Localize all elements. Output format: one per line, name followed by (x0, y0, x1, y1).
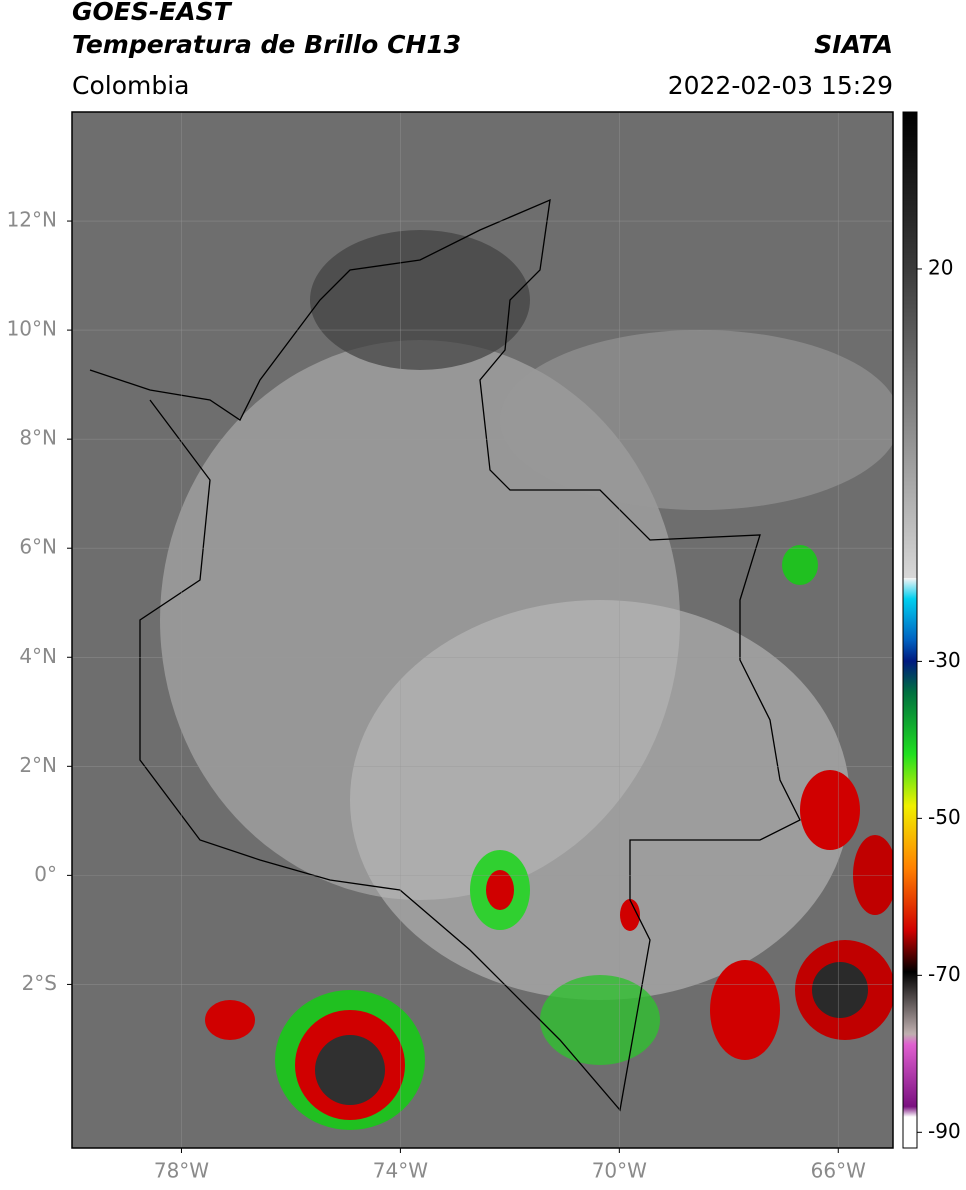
timestamp: 2022-02-03 15:29 (668, 71, 893, 100)
storm (486, 870, 514, 910)
region: Colombia (72, 71, 189, 100)
map-frame (71, 111, 894, 1149)
x-tick-label: 74°W (373, 1159, 428, 1183)
x-tick-label: 66°W (811, 1159, 866, 1183)
storm (782, 545, 818, 585)
cloud-field (500, 330, 893, 510)
storm (710, 960, 780, 1060)
colorbar (902, 111, 918, 1149)
colorbar-tick-label: 20 (928, 255, 953, 279)
satellite-title: GOES-EAST (72, 0, 233, 26)
storm (812, 962, 868, 1018)
storm (620, 899, 640, 931)
y-tick-label: 12°N (7, 208, 57, 232)
warm-area (310, 230, 530, 370)
y-tick-label: 2°S (22, 971, 57, 995)
x-tick-label: 78°W (154, 1159, 209, 1183)
y-tick-label: 4°N (19, 644, 57, 668)
storm (315, 1035, 385, 1105)
y-tick-label: 2°N (19, 753, 57, 777)
colorbar-tick-label: -50 (928, 805, 961, 829)
storm (540, 975, 660, 1065)
border (89, 198, 801, 1112)
cloud-field (350, 600, 850, 1000)
product-title: Temperatura de Brillo CH13 (72, 30, 461, 59)
colorbar-tick-label: -70 (928, 962, 961, 986)
y-tick-label: 10°N (7, 317, 57, 341)
colorbar-tick-label: -30 (928, 648, 961, 672)
source: SIATA (814, 30, 893, 59)
map-imagery (72, 112, 893, 1148)
grid (67, 112, 893, 1153)
colorbar-tick-label: -90 (928, 1119, 961, 1143)
y-tick-label: 0° (34, 862, 57, 886)
y-tick-label: 8°N (19, 426, 57, 450)
x-tick-label: 70°W (592, 1159, 647, 1183)
storm (205, 1000, 255, 1040)
storm (800, 770, 860, 850)
y-tick-label: 6°N (19, 535, 57, 559)
storm (853, 835, 893, 915)
